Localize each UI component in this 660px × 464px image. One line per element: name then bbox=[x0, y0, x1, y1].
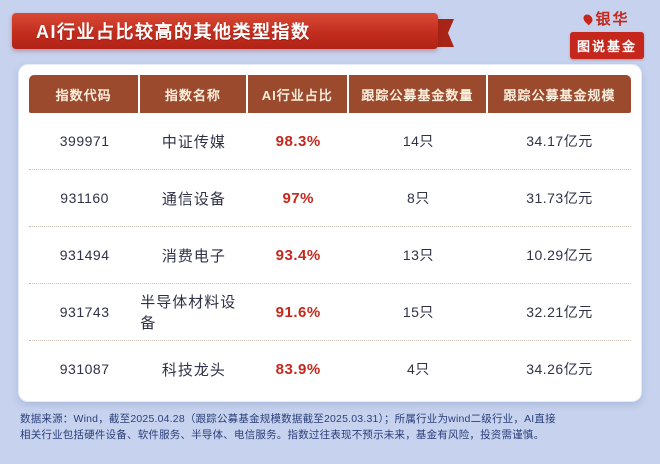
fund-scale: 31.73亿元 bbox=[526, 190, 593, 206]
disclaimer-line-1: 数据来源：Wind，截至2025.04.28（跟踪公募基金规模数据截至2025.… bbox=[20, 413, 556, 425]
table-row: 931087 科技龙头 83.9% 4只 34.26亿元 bbox=[29, 340, 631, 397]
index-code: 931087 bbox=[59, 361, 110, 377]
table-header: 指数代码 指数名称 AI行业占比 跟踪公募基金数量 跟踪公募基金规模 bbox=[29, 75, 631, 113]
table-row: 399971 中证传媒 98.3% 14只 34.17亿元 bbox=[29, 113, 631, 169]
col-header-fund-count: 跟踪公募基金数量 bbox=[348, 75, 488, 113]
ai-ratio: 93.4% bbox=[275, 246, 321, 264]
index-name: 科技龙头 bbox=[161, 361, 226, 379]
title-banner: AI行业占比较高的其他类型指数 bbox=[12, 13, 438, 49]
page-title: AI行业占比较高的其他类型指数 bbox=[36, 22, 311, 42]
col-header-index-code: 指数代码 bbox=[29, 75, 141, 113]
fund-count: 14只 bbox=[402, 133, 434, 149]
table-row: 931494 消费电子 93.4% 13只 10.29亿元 bbox=[29, 226, 631, 283]
index-code: 931743 bbox=[59, 304, 110, 320]
ai-ratio: 97% bbox=[282, 189, 314, 207]
index-code: 931160 bbox=[60, 190, 109, 206]
disclaimer-text: 数据来源：Wind，截至2025.04.28（跟踪公募基金规模数据截至2025.… bbox=[20, 412, 644, 444]
index-name: 通信设备 bbox=[161, 190, 226, 208]
disclaimer-line-2: 相关行业包括硬件设备、软件服务、半导体、电信服务。指数过往表现不预示未来，基金有… bbox=[20, 428, 545, 441]
fund-scale: 32.21亿元 bbox=[526, 304, 593, 320]
brand-name: 银华 bbox=[595, 12, 630, 28]
col-header-fund-scale: 跟踪公募基金规模 bbox=[487, 75, 631, 113]
index-name: 消费电子 bbox=[161, 247, 226, 265]
fund-count: 4只 bbox=[407, 361, 430, 377]
fund-count: 13只 bbox=[402, 247, 434, 263]
flame-icon bbox=[582, 12, 595, 25]
brand-logo: 银华 图说基金 bbox=[569, 8, 644, 59]
index-code: 931494 bbox=[59, 247, 110, 263]
table-row: 931743 半导体材料设备 91.6% 15只 32.21亿元 bbox=[29, 283, 631, 340]
brand-sub-badge: 图说基金 bbox=[569, 32, 644, 59]
index-table-card: 指数代码 指数名称 AI行业占比 跟踪公募基金数量 跟踪公募基金规模 39997… bbox=[18, 64, 642, 402]
index-name: 半导体材料设备 bbox=[140, 294, 237, 332]
ai-ratio: 98.3% bbox=[275, 132, 321, 150]
col-header-ai-ratio: AI行业占比 bbox=[247, 75, 349, 113]
ai-ratio: 91.6% bbox=[275, 303, 321, 321]
ai-ratio: 83.9% bbox=[275, 360, 321, 378]
col-header-index-name: 指数名称 bbox=[140, 75, 248, 113]
brand-name-row: 银华 bbox=[570, 8, 644, 29]
fund-count: 8只 bbox=[407, 190, 430, 206]
table-row: 931160 通信设备 97% 8只 31.73亿元 bbox=[29, 169, 631, 226]
fund-scale: 34.26亿元 bbox=[526, 361, 593, 377]
index-code: 399971 bbox=[59, 133, 110, 149]
index-name: 中证传媒 bbox=[161, 133, 226, 151]
fund-count: 15只 bbox=[402, 304, 434, 320]
table-body: 399971 中证传媒 98.3% 14只 34.17亿元 931160 通信设… bbox=[29, 113, 631, 397]
fund-scale: 34.17亿元 bbox=[526, 133, 593, 149]
fund-scale: 10.29亿元 bbox=[526, 247, 593, 263]
